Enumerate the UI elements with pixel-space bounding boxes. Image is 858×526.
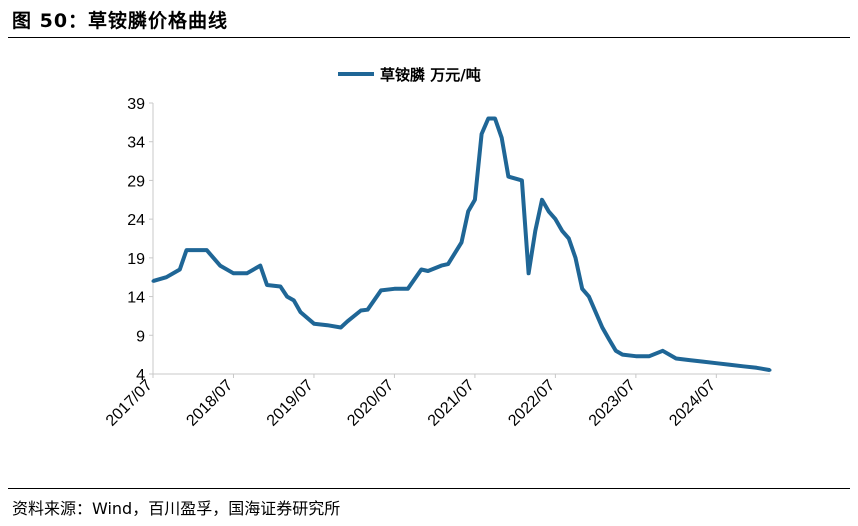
- data-point: [379, 288, 383, 292]
- data-point: [533, 229, 537, 233]
- data-point: [245, 271, 249, 275]
- data-point: [466, 209, 470, 213]
- data-point: [574, 256, 577, 260]
- data-point: [506, 175, 510, 179]
- data-point: [439, 264, 443, 268]
- data-point: [647, 354, 651, 358]
- data-point: [205, 248, 209, 252]
- series-line-glufosinate: [152, 116, 771, 373]
- data-point: [527, 271, 531, 275]
- data-point: [325, 323, 329, 327]
- data-point: [178, 268, 182, 271]
- data-point: [285, 295, 289, 299]
- x-tick-label: 2021/07: [425, 377, 478, 430]
- data-point: [486, 117, 490, 120]
- y-tick-label: 39: [127, 96, 145, 113]
- data-point: [446, 262, 450, 266]
- data-point: [232, 271, 235, 275]
- data-point: [185, 248, 188, 252]
- y-tick-label: 34: [127, 135, 145, 152]
- data-point: [520, 178, 524, 182]
- data-point: [500, 136, 504, 140]
- data-point: [607, 337, 611, 341]
- legend-label: 草铵膦 万元/吨: [380, 66, 481, 84]
- data-point: [614, 349, 618, 353]
- data-point: [587, 295, 591, 299]
- data-point: [567, 237, 571, 240]
- data-point: [460, 240, 463, 244]
- top-rule: [8, 37, 850, 38]
- data-point: [339, 326, 343, 329]
- data-point: [151, 279, 155, 283]
- data-point: [480, 132, 484, 136]
- data-point: [768, 368, 772, 372]
- data-point: [688, 358, 691, 362]
- x-tick-label: 2020/07: [344, 377, 397, 430]
- data-point: [346, 319, 349, 323]
- y-tick-label: 24: [127, 212, 145, 229]
- source-note: 资料来源：Wind，百川盈孚，国海证券研究所: [12, 499, 341, 518]
- data-point: [621, 353, 624, 357]
- data-point: [406, 287, 410, 291]
- data-point: [547, 209, 551, 213]
- data-point: [540, 198, 544, 202]
- x-axis-ticks: 2017/07 2018/07 2019/07 2020/07 2021/07 2022/…: [103, 374, 719, 430]
- data-point: [755, 366, 759, 370]
- data-point: [359, 309, 363, 312]
- data-point: [661, 349, 665, 353]
- data-point: [258, 264, 262, 268]
- data-point: [714, 361, 718, 365]
- data-point: [191, 248, 195, 252]
- figure-title: 图 50：草铵膦价格曲线: [12, 10, 229, 32]
- data-point: [299, 310, 302, 314]
- legend: 草铵膦 万元/吨: [338, 66, 481, 84]
- data-point: [265, 283, 269, 287]
- x-tick-label: 2019/07: [264, 377, 317, 430]
- y-axis-ticks: 4 9 14 19 24 29 34 39: [127, 96, 153, 384]
- data-point: [553, 217, 557, 221]
- x-tick-label: 2017/07: [103, 377, 156, 430]
- y-tick-label: 9: [136, 328, 145, 345]
- data-point: [634, 354, 638, 358]
- data-point: [164, 275, 168, 279]
- data-point: [701, 360, 705, 364]
- data-point: [278, 285, 282, 288]
- y-tick-label: 14: [127, 290, 145, 307]
- data-point: [600, 326, 604, 329]
- data-point: [218, 264, 222, 268]
- data-point: [312, 322, 316, 326]
- y-tick-label: 4: [136, 367, 145, 384]
- y-tick-label: 29: [127, 173, 145, 190]
- data-point: [580, 287, 584, 291]
- data-point: [392, 287, 396, 291]
- series-points: [151, 117, 772, 372]
- axes: [152, 103, 770, 375]
- data-point: [674, 357, 678, 360]
- x-tick-label: 2024/07: [666, 377, 719, 430]
- data-point: [419, 268, 423, 271]
- data-point: [426, 269, 430, 273]
- x-tick-label: 2022/07: [505, 377, 558, 430]
- data-point: [741, 364, 745, 368]
- x-tick-label: 2023/07: [586, 377, 639, 430]
- data-point: [560, 229, 564, 233]
- data-point: [473, 198, 477, 202]
- data-point: [728, 363, 732, 367]
- data-point: [292, 298, 296, 302]
- y-tick-label: 19: [127, 251, 145, 268]
- data-point: [493, 117, 497, 120]
- data-point: [366, 308, 370, 312]
- x-tick-label: 2018/07: [183, 377, 236, 430]
- bottom-rule: [8, 488, 850, 489]
